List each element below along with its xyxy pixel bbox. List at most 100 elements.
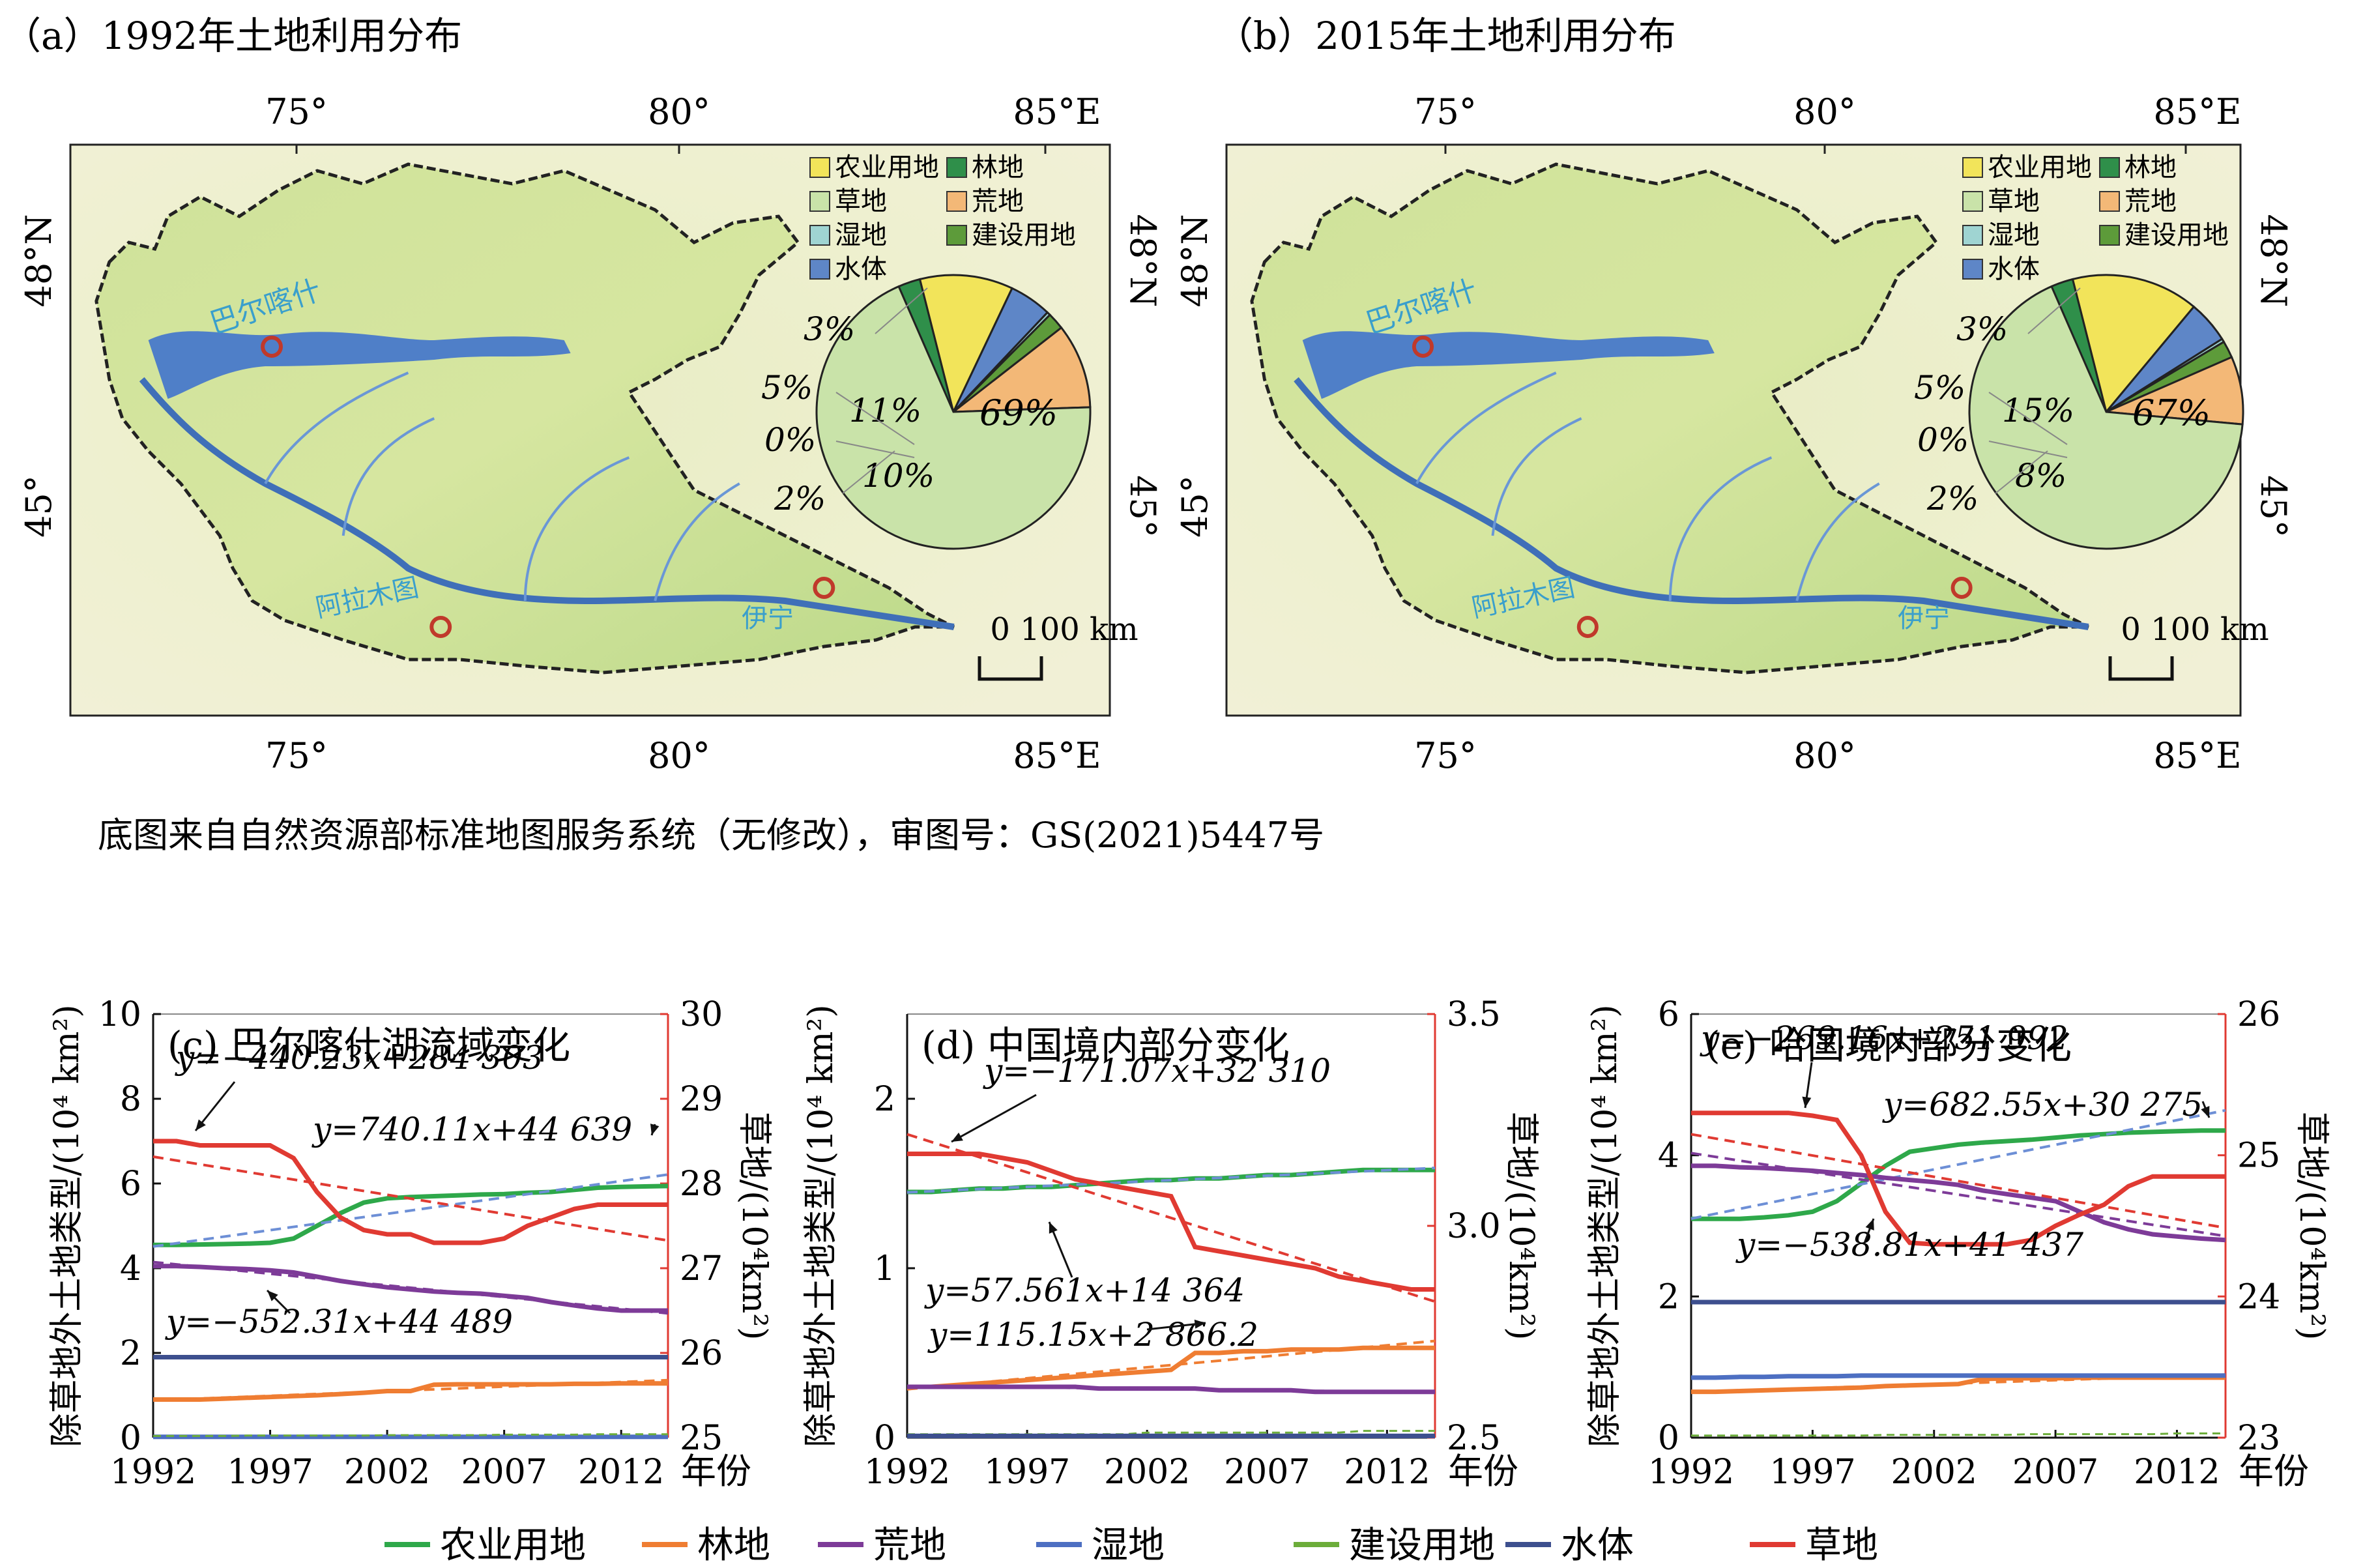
scale-bar: [978, 656, 1043, 681]
scale-bar-label: 0 100 km: [990, 611, 1138, 648]
place-marker: [261, 336, 283, 358]
legend-label: 草地: [1805, 1524, 1878, 1567]
legend-swatch: [946, 225, 967, 246]
y2-tick-label: 3.0: [1447, 1207, 1501, 1246]
pie-label: 69%: [979, 392, 1058, 433]
trend-line-林地: [906, 1339, 1436, 1391]
pie-label: 67%: [2132, 392, 2211, 433]
regression-equation: y=740.11x+44 639: [312, 1111, 632, 1148]
y-tick-label: 0: [120, 1419, 141, 1458]
trend-line-草地: [1690, 1133, 2226, 1230]
trend-line-荒地: [1690, 1152, 2226, 1238]
y2-tick-label: 26: [2237, 995, 2280, 1034]
y2-tick-label: 2.5: [1447, 1419, 1501, 1458]
annotation-arrowhead: [1865, 1219, 1874, 1230]
legend-label: 草地: [1988, 186, 2040, 216]
regression-equation: y=115.15x+2 866.2: [927, 1316, 1258, 1354]
left-tick: 45°: [18, 475, 59, 538]
lake-balkhash: [148, 331, 571, 399]
legend-label: 林地: [2124, 152, 2177, 182]
annotation-arrowhead: [1194, 1319, 1206, 1329]
y2-axis-label: 草地/(10⁴km²): [1501, 1112, 1541, 1341]
pie-outside-label: 0%: [1917, 421, 1969, 459]
pie-outside-label: 0%: [764, 421, 816, 459]
regression-equation: y=57.561x+14 364: [924, 1271, 1245, 1309]
leader-line: [2027, 287, 2081, 334]
y2-tick-label: 25: [680, 1419, 723, 1458]
plot-area: [1691, 1014, 2226, 1438]
legend-swatch: [2099, 157, 2120, 178]
place-marker: [813, 577, 835, 599]
x-tick-label: 1992: [864, 1453, 950, 1492]
legend-swatch: [809, 225, 830, 246]
series-line-草地: [1691, 1111, 2226, 1247]
x-axis-label: 年份: [1448, 1451, 1518, 1492]
series-line-农业用地: [153, 1183, 669, 1247]
pie-outside-label: 3%: [1956, 310, 2008, 348]
tributaries: [264, 371, 740, 602]
line-chart-d: 0 1 2 2.5 3.0 3.5 1992 1997 2002 2007 2012 年份 (d) 中国…: [802, 995, 1541, 1492]
y2-axis-label: 草地/(10⁴km²): [2292, 1112, 2331, 1341]
legend-label: 荒地: [2124, 186, 2177, 216]
pie-label: 15%: [2002, 392, 2074, 429]
pie-slice-荒地: [2106, 356, 2244, 426]
annotation-arrow: [951, 1094, 1037, 1143]
basin-boundary: [94, 162, 955, 675]
annotation-arrowhead: [1802, 1096, 1812, 1108]
legend-swatch: [946, 157, 967, 178]
place-marker: [1576, 616, 1599, 638]
y-tick-label: 1: [874, 1249, 895, 1288]
y-tick-label: 2: [1658, 1277, 1679, 1316]
x-tick-label: 1997: [984, 1453, 1070, 1492]
pie-slice-草地: [815, 285, 1092, 550]
y-tick-label: 6: [120, 1165, 141, 1204]
annotation-arrowhead: [267, 1290, 278, 1301]
top-tick: 85°E: [2153, 91, 2241, 132]
pie-slice-草地: [1968, 285, 2244, 550]
legend-label: 水体: [1988, 254, 2040, 284]
leader-line: [1995, 450, 2048, 494]
series-line-农业用地: [1691, 1128, 2226, 1221]
legend-label: 农业用地: [835, 152, 939, 182]
y2-tick-label: 23: [2237, 1419, 2280, 1458]
top-tick: 80°: [648, 91, 710, 132]
pie-outside-label: 5%: [761, 369, 813, 407]
annotation-arrowhead: [2201, 1106, 2210, 1118]
x-tick-label: 1992: [1648, 1453, 1734, 1492]
legend-swatch: [809, 191, 830, 212]
map-basin: [94, 162, 955, 675]
lake-balkhash: [1302, 331, 1715, 399]
y2-tick-label: 28: [680, 1165, 723, 1204]
line-chart-c: 0 2 4 6 8 10 25 26 27 28 29 30 1992 1997 2002 2007 2012 年…: [48, 995, 774, 1492]
annotation-arrowhead: [951, 1132, 963, 1142]
pie-outside-label: 3%: [804, 310, 855, 348]
trend-line-农业用地: [152, 1173, 669, 1248]
place-label: 伊宁: [742, 603, 794, 633]
tributaries: [1415, 371, 1880, 602]
trend-line-荒地: [152, 1260, 669, 1315]
leader-line: [875, 287, 928, 334]
regression-equation: y=−269.16x+251 992: [1700, 1019, 2068, 1057]
pie-outside-label: 2%: [774, 480, 826, 517]
legend-label: 林地: [697, 1524, 770, 1567]
scale-bar: [2108, 656, 2174, 681]
right-tick: 48°N: [1122, 214, 1163, 308]
pie-outside-label: 2%: [1926, 480, 1979, 517]
y-tick-label: 2: [120, 1334, 141, 1373]
x-axis-label: 年份: [681, 1451, 751, 1492]
trend-line-农业用地: [906, 1167, 1436, 1194]
y-tick-label: 0: [874, 1419, 895, 1458]
y2-tick-label: 3.5: [1447, 995, 1501, 1034]
pie-slice-农业用地: [2071, 274, 2196, 414]
leader-line: [842, 450, 895, 494]
x-tick-label: 2012: [2134, 1453, 2220, 1492]
y2-tick-label: 29: [680, 1080, 723, 1119]
legend-label: 湿地: [1988, 220, 2040, 250]
legend-label: 建设用地: [2124, 220, 2229, 250]
place-label: 伊宁: [1898, 603, 1950, 633]
legend-label: 水体: [1561, 1524, 1634, 1567]
regression-equation: y=−440.23x+284 303: [175, 1039, 544, 1077]
legend-swatch: [1962, 225, 1983, 246]
pie-label: 11%: [849, 392, 921, 429]
